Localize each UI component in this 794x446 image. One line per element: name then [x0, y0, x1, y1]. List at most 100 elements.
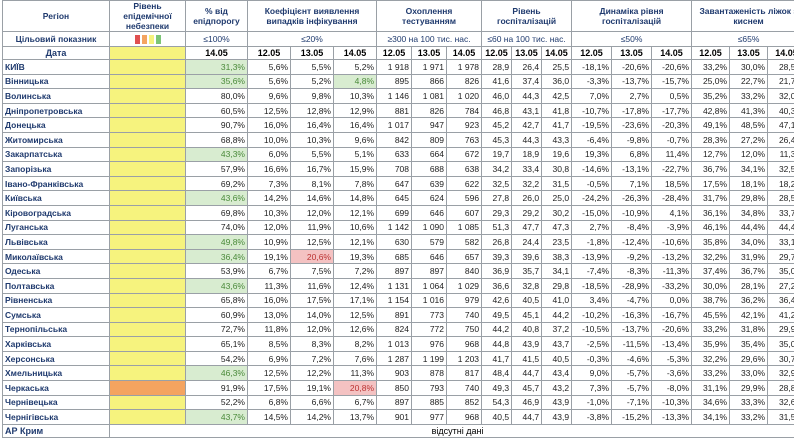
- hosp-cell: 43,9: [541, 394, 573, 411]
- hosp-cell: 33,4: [511, 161, 543, 177]
- oxy-cell: 37,4%: [691, 263, 731, 279]
- dyn-cell: -10,3%: [651, 394, 693, 411]
- pct-cell: 90,7%: [185, 117, 248, 133]
- detect-cell: 8,2%: [332, 336, 378, 352]
- hosp-cell: 41,8: [541, 102, 573, 119]
- epi-level-cell: [109, 409, 186, 425]
- hosp-cell: 46,9: [511, 394, 543, 411]
- region-name: Житомирська: [2, 131, 110, 148]
- test-cell: 850: [376, 380, 413, 396]
- table-row: Сумська 60,9% 13,0% 14,0% 12,5% 891 773 740 49,5…: [2, 307, 794, 323]
- hosp-cell: 30,8: [541, 161, 573, 177]
- epi-level-cell: [109, 73, 186, 90]
- detect-cell: 6,9%: [247, 350, 291, 367]
- epi-level-cell: [109, 146, 186, 163]
- test-cell: 685: [376, 248, 413, 265]
- oxy-cell: 31,9%: [729, 248, 769, 265]
- target-test: ≥300 на 100 тис. нас.: [376, 31, 483, 47]
- oxy-cell: 48,5%: [729, 117, 769, 133]
- date-cell: 14.05: [651, 46, 693, 60]
- oxy-cell: 40,3%: [767, 102, 794, 119]
- epi-level-cell: [109, 234, 186, 250]
- detect-cell: 12,5%: [290, 234, 334, 250]
- pct-cell: 36,4%: [185, 248, 248, 265]
- dyn-cell: -11,5%: [611, 336, 653, 352]
- hosp-cell: 43,2: [541, 380, 573, 396]
- date-cell: 12.05: [481, 46, 513, 60]
- detect-cell: 6,6%: [290, 394, 334, 411]
- oxy-cell: 34,1%: [691, 409, 731, 425]
- hosp-cell: 32,8: [511, 277, 543, 294]
- oxy-cell: 44,4%: [767, 219, 794, 236]
- dyn-cell: -8,4%: [611, 219, 653, 236]
- test-cell: 579: [411, 234, 448, 250]
- oxy-cell: 17,5%: [691, 175, 731, 192]
- oxy-cell: 32,0%: [767, 88, 794, 104]
- epi-level-cell: [109, 350, 186, 367]
- header-hospitalization: Рівень госпіталізацій: [481, 0, 573, 32]
- detect-cell: 5,1%: [332, 146, 378, 163]
- dyn-cell: -19,5%: [571, 117, 613, 133]
- region-name: Івано-Франківська: [2, 175, 110, 192]
- detect-cell: 12,2%: [290, 365, 334, 382]
- target-dyn: ≤50%: [571, 31, 693, 47]
- test-cell: 824: [376, 321, 413, 338]
- header-detection-rate: Коефіцієнт виявлення випадків інфікуванн…: [246, 0, 378, 32]
- test-cell: 842: [376, 131, 413, 148]
- oxy-cell: 26,4%: [767, 131, 794, 148]
- detect-cell: 10,3%: [290, 131, 334, 148]
- dyn-cell: 7,1%: [611, 175, 653, 192]
- test-cell: 891: [376, 307, 413, 323]
- hosp-cell: 39,3: [481, 248, 513, 265]
- dyn-cell: -1,0%: [571, 394, 613, 411]
- pct-cell: 43,6%: [185, 277, 248, 294]
- pct-cell: 53,9%: [185, 263, 248, 279]
- date-cell: 14.05: [332, 46, 378, 60]
- pct-cell: 54,2%: [185, 350, 248, 367]
- detect-cell: 7,2%: [332, 263, 378, 279]
- test-cell: 895: [376, 73, 413, 90]
- hosp-cell: 44,2: [481, 321, 513, 338]
- region-name: Одеська: [2, 263, 110, 279]
- date-cell: 14.05: [446, 46, 483, 60]
- crimea-name: АР Крим: [2, 423, 110, 438]
- dyn-cell: 18,5%: [651, 175, 693, 192]
- hosp-cell: 24,4: [511, 234, 543, 250]
- table-row: Чернівецька 52,2% 6,8% 6,6% 6,7% 897 885 852 54,…: [2, 394, 794, 411]
- test-cell: 773: [411, 307, 448, 323]
- test-cell: 657: [446, 248, 483, 265]
- epi-level-cell: [109, 380, 186, 396]
- region-name: Кіровоградська: [2, 204, 110, 221]
- oxy-cell: 36,7%: [691, 161, 731, 177]
- test-cell: 645: [376, 190, 413, 206]
- hosp-cell: 43,4: [541, 365, 573, 382]
- test-cell: 740: [446, 307, 483, 323]
- pct-cell: 69,2%: [185, 175, 248, 192]
- detect-cell: 10,6%: [332, 219, 378, 236]
- test-cell: 1 287: [376, 350, 413, 367]
- dyn-cell: 6,8%: [611, 146, 653, 163]
- header-epi-level: Рівень епідемічної небезпеки: [109, 0, 186, 32]
- pct-cell: 72,7%: [185, 321, 248, 338]
- detect-cell: 5,5%: [290, 146, 334, 163]
- hosp-cell: 32,5: [481, 175, 513, 192]
- test-cell: 976: [411, 336, 448, 352]
- table-row: Івано-Франківська 69,2% 7,3% 8,1% 7,8% 647 639…: [2, 175, 794, 192]
- region-name: Запорізька: [2, 161, 110, 177]
- oxy-cell: 18,1%: [729, 175, 769, 192]
- oxy-cell: 27,2%: [729, 131, 769, 148]
- detect-cell: 12,0%: [290, 204, 334, 221]
- hosp-cell: 43,3: [541, 131, 573, 148]
- region-name: Львівська: [2, 234, 110, 250]
- region-name: Херсонська: [2, 350, 110, 367]
- hosp-cell: 51,3: [481, 219, 513, 236]
- region-name: Полтавська: [2, 277, 110, 294]
- oxy-cell: 34,6%: [691, 394, 731, 411]
- detect-cell: 9,6%: [332, 131, 378, 148]
- oxy-cell: 35,2%: [691, 88, 731, 104]
- detect-cell: 20,8%: [332, 380, 378, 396]
- oxy-cell: 33,3%: [729, 394, 769, 411]
- test-cell: 901: [376, 409, 413, 425]
- target-detect: ≤20%: [246, 31, 378, 47]
- hosp-cell: 26,8: [481, 234, 513, 250]
